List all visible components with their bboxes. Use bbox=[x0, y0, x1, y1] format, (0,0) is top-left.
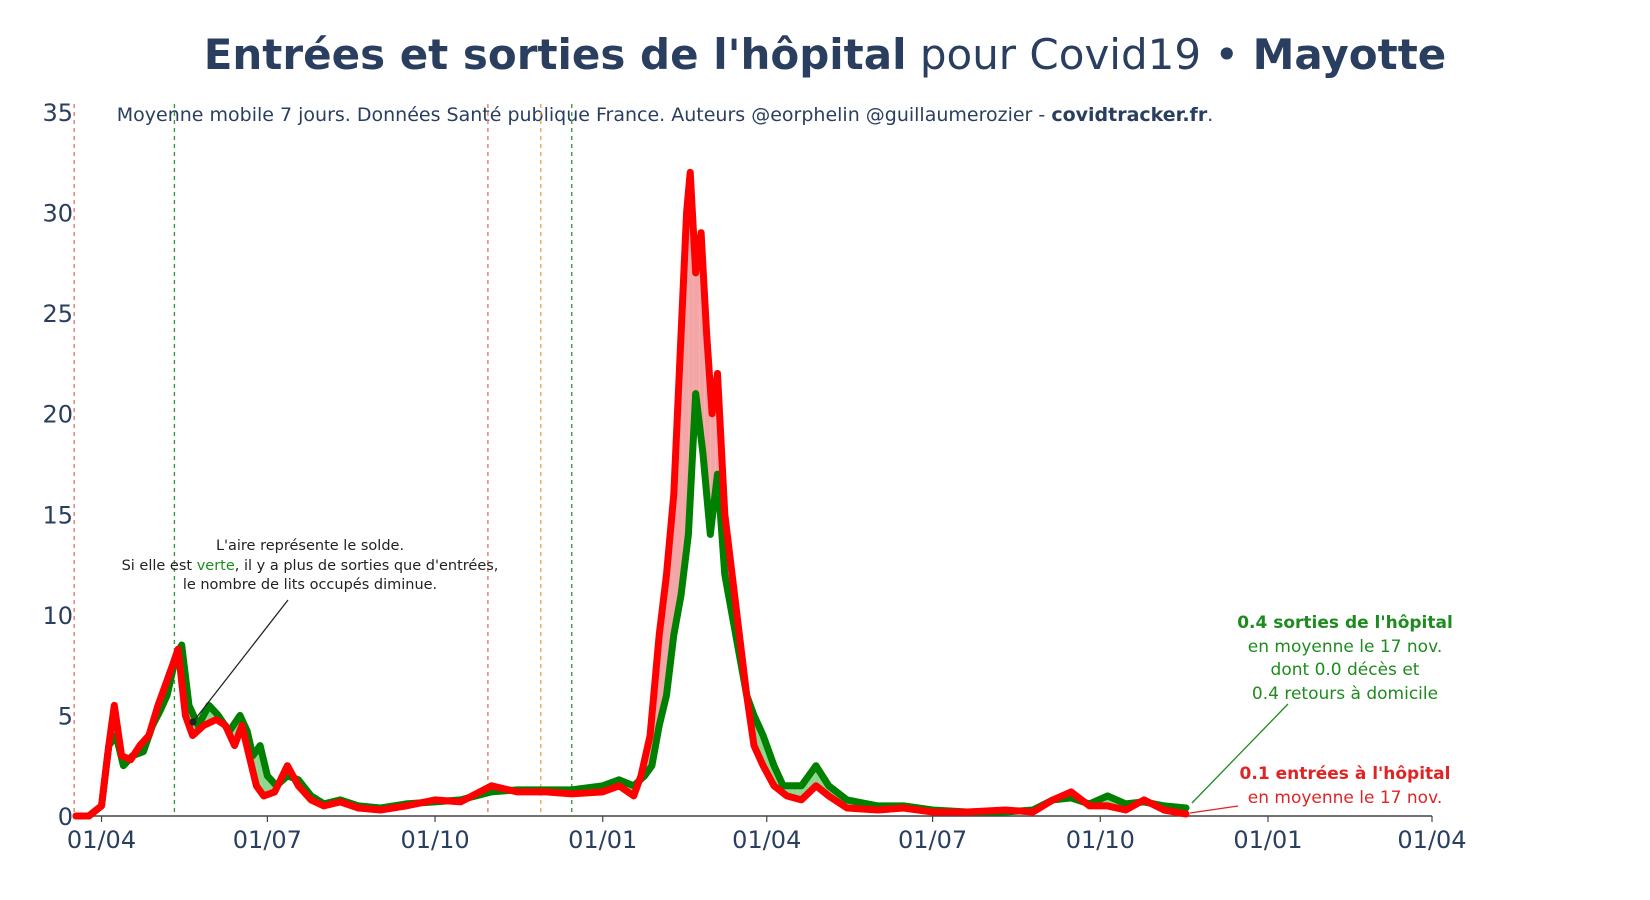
annotation-balance: L'aire représente le solde. Si elle est … bbox=[115, 537, 505, 596]
y-tick-label: 25 bbox=[42, 300, 73, 328]
title-part3: Mayotte bbox=[1252, 30, 1447, 79]
annotation-balance-pre: Si elle est bbox=[121, 557, 197, 574]
annotation-sorties: 0.4 sorties de l'hôpital en moyenne le 1… bbox=[1185, 612, 1505, 706]
x-tick-label: 01/07 bbox=[898, 826, 967, 854]
annotation-sorties-line2: en moyenne le 17 nov. bbox=[1247, 636, 1443, 657]
x-tick-label: 01/04 bbox=[1397, 826, 1466, 854]
subtitle-text: Moyenne mobile 7 jours. Données Santé pu… bbox=[116, 104, 1052, 126]
x-axis-ticks: 01/04 01/07 01/10 01/01 01/04 01/07 01/10 01/01… bbox=[67, 816, 1467, 854]
annotation-balance-line2: Si elle est verte, il y a plus de sortie… bbox=[115, 557, 505, 577]
y-tick-label: 30 bbox=[42, 200, 73, 228]
annotation-balance-line1: L'aire représente le solde. bbox=[215, 538, 405, 554]
chart-title: Entrées et sorties de l'hôpital pour Cov… bbox=[0, 30, 1650, 79]
annotation-entrees-line2: en moyenne le 17 nov. bbox=[1247, 787, 1443, 808]
x-tick-label: 01/04 bbox=[732, 826, 801, 854]
subtitle-end: . bbox=[1207, 104, 1214, 126]
series-lines bbox=[72, 168, 1190, 820]
y-tick-label: 10 bbox=[42, 602, 73, 630]
y-tick-label: 0 bbox=[58, 803, 73, 831]
annotation-entrees-value: 0.1 entrées à l'hôpital bbox=[1239, 764, 1451, 784]
x-tick-label: 01/01 bbox=[568, 826, 637, 854]
title-part2: pour Covid19 • bbox=[906, 30, 1253, 79]
series-line-sorties bbox=[72, 390, 1190, 820]
annotation-balance-green-word: verte bbox=[196, 557, 235, 574]
x-tick-label: 01/04 bbox=[67, 826, 136, 854]
annotation-arrows bbox=[189, 599, 1289, 814]
balance-segment bbox=[693, 239, 700, 429]
annotation-balance-line3: le nombre de lits occupés diminue. bbox=[182, 577, 438, 593]
subtitle-site-link[interactable]: covidtracker.fr bbox=[1051, 104, 1208, 126]
annotation-sorties-line3: dont 0.0 décès et bbox=[1270, 660, 1420, 680]
chart-subtitle: Moyenne mobile 7 jours. Données Santé pu… bbox=[0, 104, 1330, 126]
x-tick-label: 01/10 bbox=[1066, 826, 1135, 854]
vertical-event-lines bbox=[73, 104, 573, 816]
x-tick-label: 01/10 bbox=[400, 826, 469, 854]
x-tick-label: 01/01 bbox=[1233, 826, 1302, 854]
annotation-sorties-line4: 0.4 retours à domicile bbox=[1251, 683, 1439, 704]
annotation-balance-arrow-head bbox=[189, 718, 197, 726]
annotation-balance-arrow bbox=[192, 599, 289, 723]
annotation-sorties-value: 0.4 sorties de l'hôpital bbox=[1237, 613, 1453, 633]
x-tick-label: 01/07 bbox=[233, 826, 302, 854]
annotation-sorties-arrow bbox=[1191, 703, 1289, 804]
y-axis-ticks: 0 5 10 15 20 25 30 35 bbox=[42, 99, 73, 831]
y-tick-label: 20 bbox=[42, 401, 73, 429]
y-tick-label: 15 bbox=[42, 501, 73, 529]
annotation-entrees-arrow bbox=[1189, 805, 1239, 814]
y-tick-label: 5 bbox=[58, 702, 73, 730]
series-line-entrees bbox=[72, 168, 1190, 820]
y-tick-label: 35 bbox=[42, 99, 73, 127]
annotation-balance-post: , il y a plus de sorties que d'entrées, bbox=[234, 557, 499, 574]
title-part1: Entrées et sorties de l'hôpital bbox=[203, 30, 907, 79]
annotation-entrees: 0.1 entrées à l'hôpital en moyenne le 17… bbox=[1185, 763, 1505, 810]
